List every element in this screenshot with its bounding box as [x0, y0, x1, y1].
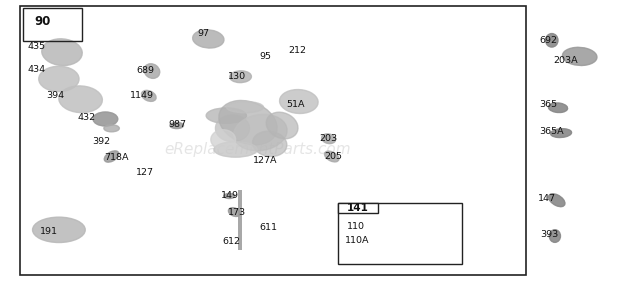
Text: 392: 392 — [92, 136, 110, 146]
Ellipse shape — [562, 47, 597, 65]
Text: 432: 432 — [78, 113, 95, 122]
Ellipse shape — [59, 86, 102, 113]
Text: 205: 205 — [324, 152, 342, 161]
Text: 97: 97 — [197, 29, 209, 38]
Text: 110A: 110A — [345, 236, 370, 245]
Text: 435: 435 — [28, 42, 46, 51]
Text: 203: 203 — [319, 134, 337, 143]
Bar — [338, 203, 462, 264]
Text: 612: 612 — [222, 237, 240, 246]
Ellipse shape — [353, 223, 366, 229]
Text: 141: 141 — [347, 203, 369, 213]
Ellipse shape — [170, 122, 184, 129]
Text: 365A: 365A — [539, 127, 564, 136]
Ellipse shape — [322, 134, 335, 144]
Text: 147: 147 — [538, 194, 556, 203]
Text: 130: 130 — [228, 72, 246, 81]
Ellipse shape — [226, 102, 264, 113]
Ellipse shape — [32, 217, 86, 243]
Ellipse shape — [229, 71, 252, 83]
Text: 365: 365 — [539, 100, 557, 109]
Ellipse shape — [549, 103, 567, 113]
Ellipse shape — [266, 112, 298, 139]
Ellipse shape — [104, 125, 119, 132]
Text: 718A: 718A — [104, 153, 129, 162]
Ellipse shape — [549, 230, 560, 242]
Text: 110: 110 — [347, 222, 365, 231]
Text: 434: 434 — [28, 65, 46, 74]
Ellipse shape — [355, 234, 377, 248]
Text: 90: 90 — [34, 15, 50, 28]
Bar — [338, 203, 378, 213]
Ellipse shape — [219, 100, 277, 145]
Ellipse shape — [144, 64, 160, 78]
Text: 95: 95 — [259, 52, 271, 61]
Text: 203A: 203A — [553, 56, 578, 65]
Ellipse shape — [252, 131, 287, 157]
Ellipse shape — [211, 130, 236, 149]
Ellipse shape — [93, 112, 118, 126]
Ellipse shape — [280, 90, 318, 113]
Ellipse shape — [38, 66, 79, 92]
Ellipse shape — [206, 108, 246, 124]
Text: 692: 692 — [539, 36, 557, 45]
Text: 689: 689 — [136, 66, 154, 75]
Ellipse shape — [228, 208, 241, 217]
Ellipse shape — [234, 114, 287, 151]
Ellipse shape — [224, 193, 235, 199]
Bar — [20, 6, 526, 275]
Ellipse shape — [324, 151, 339, 162]
Text: 51A: 51A — [286, 100, 305, 109]
Ellipse shape — [214, 142, 257, 157]
Ellipse shape — [551, 129, 572, 138]
Ellipse shape — [549, 194, 565, 207]
Ellipse shape — [546, 34, 558, 47]
Ellipse shape — [141, 90, 156, 102]
Bar — [23, 8, 82, 41]
Bar — [238, 190, 242, 250]
Text: 127: 127 — [136, 168, 154, 177]
Ellipse shape — [104, 151, 119, 162]
Text: 212: 212 — [288, 46, 306, 55]
Text: 127A: 127A — [253, 156, 278, 165]
Text: 987: 987 — [169, 120, 187, 129]
Text: 394: 394 — [46, 91, 64, 100]
Text: 149: 149 — [221, 191, 239, 200]
Text: 191: 191 — [40, 227, 58, 236]
Text: eReplacementParts.com: eReplacementParts.com — [164, 142, 351, 157]
Ellipse shape — [216, 115, 249, 142]
Text: 1149: 1149 — [130, 91, 154, 100]
Ellipse shape — [42, 39, 82, 65]
Text: 611: 611 — [259, 222, 277, 232]
Text: 393: 393 — [541, 230, 559, 239]
Text: 173: 173 — [228, 208, 246, 217]
Ellipse shape — [193, 30, 224, 48]
